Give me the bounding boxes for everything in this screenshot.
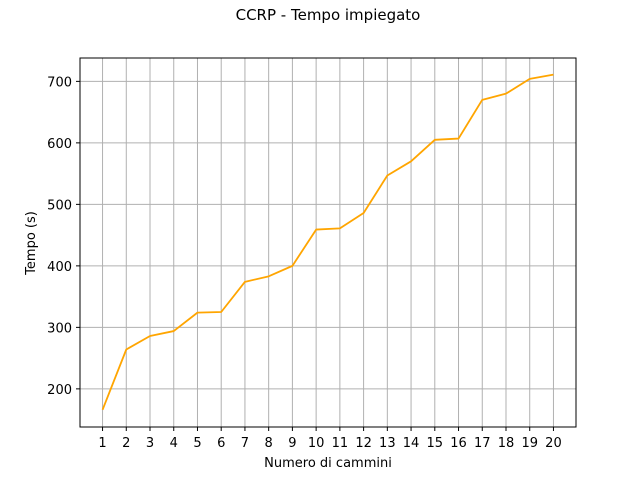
x-tick-label: 2 <box>122 436 130 451</box>
y-tick-label: 700 <box>47 75 72 90</box>
grid-lines <box>80 58 576 427</box>
x-tick-label: 16 <box>450 436 467 451</box>
chart-title: CCRP - Tempo impiegato <box>236 6 421 24</box>
x-tick-label: 5 <box>193 436 201 451</box>
plot-frame <box>80 58 576 427</box>
x-tick-label: 14 <box>403 436 420 451</box>
y-tick-label: 300 <box>47 321 72 336</box>
x-tick-label: 20 <box>545 436 562 451</box>
x-tick-label: 9 <box>288 436 296 451</box>
x-tick-label: 12 <box>355 436 372 451</box>
x-tick-label: 19 <box>521 436 538 451</box>
x-tick-label: 13 <box>379 436 396 451</box>
x-tick-label: 7 <box>241 436 249 451</box>
x-tick-label: 8 <box>265 436 273 451</box>
x-axis-label: Numero di cammini <box>264 456 392 471</box>
x-tick-label: 1 <box>98 436 106 451</box>
x-tick-label: 3 <box>146 436 154 451</box>
series-layer <box>103 75 554 410</box>
x-tick-label: 18 <box>498 436 515 451</box>
series-line <box>103 75 554 410</box>
y-tick-label: 500 <box>47 198 72 213</box>
x-tick-label: 10 <box>308 436 325 451</box>
y-axis-label: Tempo (s) <box>24 211 39 276</box>
y-tick-label: 400 <box>47 260 72 275</box>
x-tick-label: 15 <box>427 436 444 451</box>
x-tick-label: 4 <box>170 436 178 451</box>
y-tick-label: 600 <box>47 137 72 152</box>
x-tick-label: 6 <box>217 436 225 451</box>
x-tick-label: 11 <box>332 436 349 451</box>
y-tick-label: 200 <box>47 383 72 398</box>
x-tick-label: 17 <box>474 436 491 451</box>
